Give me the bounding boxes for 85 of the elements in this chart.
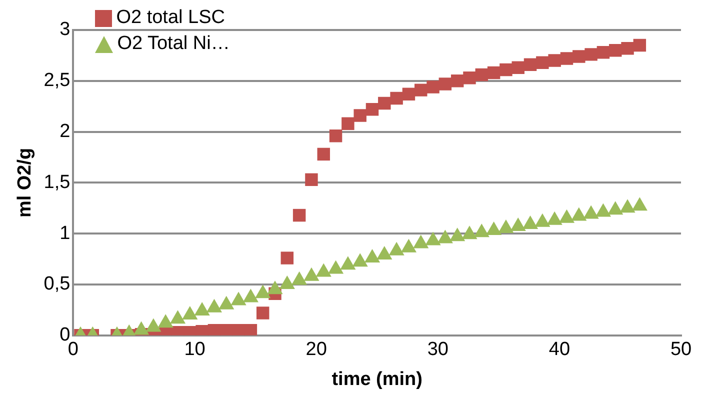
point: [462, 226, 478, 240]
point: [218, 296, 234, 310]
point: [414, 84, 428, 96]
point: [378, 96, 391, 110]
point: [425, 232, 441, 246]
legend-label: O2 total LSC: [116, 6, 225, 30]
point: [536, 56, 549, 69]
point: [512, 61, 524, 74]
x-tick-label: 40: [548, 339, 570, 360]
point: [305, 173, 318, 186]
point: [364, 249, 380, 263]
point: [571, 207, 587, 221]
point: [487, 66, 500, 80]
y-axis-title: ml O2/g: [14, 148, 36, 218]
point: [486, 222, 502, 236]
x-axis-title: time (min): [332, 368, 422, 390]
point: [475, 68, 488, 82]
point: [608, 201, 624, 215]
x-tick-label: 50: [670, 339, 692, 360]
point: [621, 42, 634, 55]
x-tick-label: 10: [184, 339, 206, 360]
point: [279, 276, 295, 289]
point: [182, 306, 198, 320]
point: [584, 48, 598, 61]
point: [608, 44, 622, 57]
point: [316, 263, 332, 277]
point: [329, 130, 342, 142]
y-tick-label: 1: [60, 222, 70, 244]
point: [267, 280, 283, 294]
point: [524, 58, 537, 71]
point: [620, 199, 636, 213]
point: [352, 253, 368, 267]
point: [426, 80, 440, 94]
y-tick-label: 3: [60, 19, 70, 40]
point: [522, 215, 538, 229]
point: [596, 46, 610, 59]
point: [146, 318, 162, 332]
point: [413, 234, 429, 248]
point: [133, 321, 150, 335]
point: [304, 267, 320, 281]
point: [317, 148, 330, 161]
legend-label: O2 Total Ni…: [117, 32, 230, 56]
point: [498, 220, 514, 234]
point: [255, 284, 271, 298]
point: [546, 211, 562, 225]
point: [400, 238, 417, 252]
point: [388, 242, 404, 256]
point: [437, 230, 453, 244]
point: [510, 217, 526, 231]
point: [438, 78, 452, 90]
point: [340, 256, 356, 270]
point: [463, 71, 476, 84]
point: [534, 213, 550, 227]
point: [558, 209, 575, 223]
point: [500, 63, 512, 76]
point: [633, 38, 646, 52]
point: [170, 310, 186, 324]
point: [474, 224, 490, 238]
point: [450, 228, 466, 242]
point: [632, 197, 648, 211]
point: [194, 302, 210, 316]
point: [595, 203, 611, 217]
point: [242, 288, 258, 302]
point: [230, 292, 246, 306]
point: [354, 109, 366, 122]
point: [366, 103, 379, 116]
point: [328, 260, 344, 274]
y-tick-label: 0,5: [44, 274, 70, 295]
point: [402, 88, 416, 100]
point: [390, 92, 403, 105]
point: [450, 74, 464, 88]
point: [583, 205, 599, 219]
point: [548, 54, 561, 67]
point: [572, 50, 586, 63]
y-tick-label: 1,5: [44, 172, 70, 193]
x-tick-label: 20: [306, 339, 327, 360]
point: [342, 117, 354, 130]
y-tick-label: 2: [60, 121, 70, 142]
point: [292, 271, 308, 285]
point: [376, 246, 392, 260]
point: [158, 314, 174, 328]
y-tick-label: 2,5: [44, 70, 70, 92]
point: [560, 52, 574, 65]
x-tick-label: 30: [427, 339, 448, 360]
point: [206, 298, 222, 312]
